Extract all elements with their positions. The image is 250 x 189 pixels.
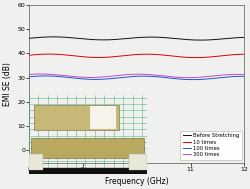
- Legend: Before Stretching, 10 times, 100 times, 300 times: Before Stretching, 10 times, 100 times, …: [179, 131, 241, 160]
- 100 times: [242, 75, 245, 77]
- 300 times: [56, 74, 59, 76]
- 300 times: [186, 77, 189, 79]
- 10 times: [28, 54, 31, 56]
- 300 times: [40, 73, 42, 75]
- 100 times: [44, 75, 47, 77]
- Before Stretching: [146, 36, 148, 38]
- Bar: [29, 167, 146, 174]
- X-axis label: Frequency (GHz): Frequency (GHz): [104, 177, 168, 186]
- 300 times: [105, 75, 108, 78]
- Before Stretching: [136, 36, 139, 39]
- Line: 10 times: 10 times: [29, 54, 243, 58]
- 10 times: [242, 53, 245, 55]
- Before Stretching: [198, 39, 202, 41]
- 10 times: [194, 57, 197, 59]
- 100 times: [136, 75, 139, 77]
- 10 times: [105, 56, 108, 58]
- Before Stretching: [105, 39, 108, 41]
- 300 times: [146, 73, 148, 76]
- Before Stretching: [56, 36, 59, 38]
- Line: Before Stretching: Before Stretching: [29, 37, 243, 40]
- Before Stretching: [185, 39, 188, 41]
- 100 times: [165, 77, 168, 79]
- 10 times: [146, 53, 148, 55]
- Y-axis label: EMI SE (dB): EMI SE (dB): [3, 62, 12, 106]
- 10 times: [56, 53, 59, 55]
- Before Stretching: [242, 36, 245, 39]
- 100 times: [146, 75, 148, 77]
- 10 times: [136, 53, 139, 56]
- 100 times: [185, 78, 188, 81]
- Before Stretching: [52, 36, 55, 38]
- Line: 300 times: 300 times: [29, 74, 243, 78]
- 300 times: [28, 73, 31, 76]
- Bar: [31, 138, 144, 158]
- 100 times: [105, 78, 108, 80]
- 300 times: [165, 75, 168, 77]
- Before Stretching: [165, 37, 168, 39]
- 10 times: [185, 56, 188, 59]
- Bar: [29, 154, 43, 170]
- 100 times: [56, 75, 59, 77]
- Line: 100 times: 100 times: [29, 76, 243, 80]
- Bar: [90, 106, 116, 129]
- 10 times: [165, 54, 168, 57]
- 100 times: [190, 78, 194, 81]
- 300 times: [136, 73, 139, 75]
- Bar: [129, 154, 146, 170]
- Bar: [34, 105, 118, 130]
- Before Stretching: [28, 37, 31, 39]
- 300 times: [185, 77, 188, 79]
- 100 times: [28, 76, 31, 78]
- 300 times: [242, 74, 245, 76]
- 10 times: [47, 53, 50, 55]
